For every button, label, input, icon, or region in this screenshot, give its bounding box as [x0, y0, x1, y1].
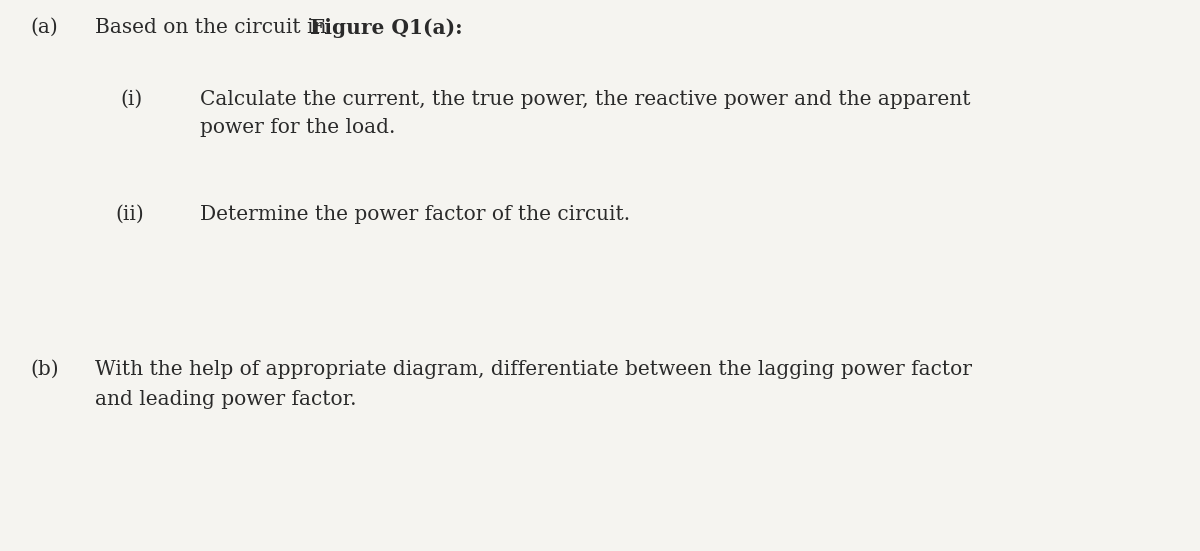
- Text: and leading power factor.: and leading power factor.: [95, 390, 356, 409]
- Text: Calculate the current, the true power, the reactive power and the apparent: Calculate the current, the true power, t…: [200, 90, 971, 109]
- Text: Based on the circuit in: Based on the circuit in: [95, 18, 332, 37]
- Text: Determine the power factor of the circuit.: Determine the power factor of the circui…: [200, 205, 630, 224]
- Text: (a): (a): [30, 18, 58, 37]
- Text: (b): (b): [30, 360, 59, 379]
- Text: (ii): (ii): [115, 205, 144, 224]
- Text: With the help of appropriate diagram, differentiate between the lagging power fa: With the help of appropriate diagram, di…: [95, 360, 972, 379]
- Text: (i): (i): [120, 90, 143, 109]
- Text: Figure Q1(a):: Figure Q1(a):: [310, 18, 463, 38]
- Text: power for the load.: power for the load.: [200, 118, 395, 137]
